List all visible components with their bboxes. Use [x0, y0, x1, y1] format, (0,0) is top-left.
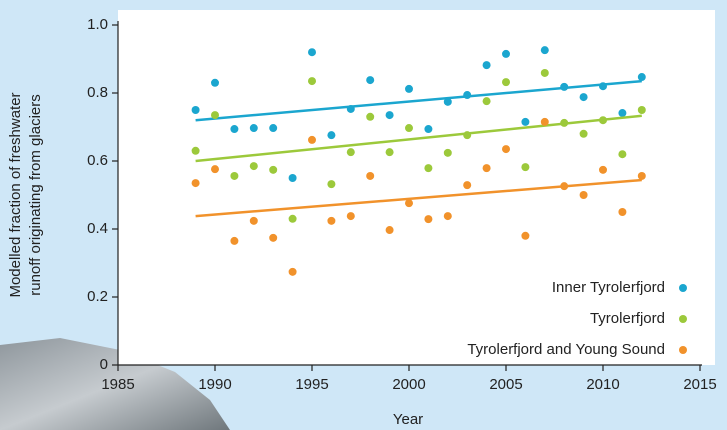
legend-marker: [679, 315, 687, 323]
data-point: [346, 104, 355, 113]
data-point: [579, 129, 588, 138]
data-point: [385, 148, 394, 157]
data-point: [599, 116, 607, 125]
data-point: [288, 214, 297, 223]
legend-label: Inner Tyrolerfjord: [552, 279, 665, 296]
data-point: [405, 199, 413, 208]
data-point: [308, 135, 316, 144]
data-point: [579, 93, 588, 102]
x-tick-label: 2005: [489, 376, 522, 393]
data-point: [618, 150, 627, 159]
data-point: [424, 125, 433, 134]
x-tick-label: 2000: [392, 376, 425, 393]
data-point: [249, 162, 258, 171]
data-point: [230, 171, 239, 180]
data-point: [482, 61, 491, 70]
data-point: [618, 208, 627, 216]
data-point: [540, 46, 549, 55]
data-point: [308, 77, 316, 86]
data-point: [637, 171, 646, 180]
data-point: [327, 180, 336, 189]
data-point: [540, 117, 549, 126]
data-point: [288, 174, 297, 182]
data-point: [463, 131, 472, 140]
data-point: [288, 267, 297, 276]
x-tick-label: 2015: [683, 376, 716, 393]
data-point: [540, 68, 549, 77]
data-point: [211, 165, 219, 174]
data-point: [443, 148, 452, 157]
data-point: [191, 146, 200, 155]
data-point: [521, 231, 530, 240]
data-point: [463, 181, 472, 190]
y-tick-label: 0.8: [87, 84, 108, 101]
background-image: [0, 338, 230, 430]
data-point: [560, 82, 569, 91]
data-point: [230, 125, 239, 134]
x-tick-label: 1995: [295, 376, 328, 393]
data-point: [599, 82, 607, 91]
data-point: [618, 109, 627, 118]
x-tick-label: 1985: [101, 376, 134, 393]
data-point: [463, 91, 472, 100]
data-point: [637, 106, 646, 114]
data-point: [211, 111, 219, 120]
data-point: [405, 84, 413, 93]
y-axis-label: runoff originating from glaciers: [27, 94, 44, 296]
data-point: [249, 124, 258, 133]
data-point: [443, 212, 452, 221]
data-point: [599, 165, 607, 174]
data-point: [249, 216, 258, 225]
data-point: [424, 164, 433, 173]
data-point: [637, 73, 646, 82]
y-tick-label: 1.0: [87, 16, 108, 33]
data-point: [269, 124, 278, 133]
data-point: [211, 78, 219, 87]
data-point: [521, 117, 530, 126]
data-point: [482, 97, 491, 106]
data-point: [560, 118, 569, 127]
data-point: [308, 48, 316, 57]
data-point: [346, 212, 355, 221]
data-point: [327, 131, 336, 140]
data-point: [482, 164, 491, 173]
x-tick-label: 1990: [198, 376, 231, 393]
legend-label: Tyrolerfjord: [590, 310, 665, 327]
data-point: [385, 111, 394, 120]
data-point: [191, 106, 200, 114]
data-point: [579, 191, 588, 199]
data-point: [385, 226, 394, 235]
x-tick-label: 2010: [586, 376, 619, 393]
data-point: [230, 236, 239, 245]
y-tick-label: 0.2: [87, 288, 108, 305]
data-point: [366, 112, 375, 121]
y-axis-label: Modelled fraction of freshwater: [7, 92, 24, 297]
y-tick-label: 0.6: [87, 152, 108, 169]
data-point: [269, 165, 278, 174]
data-point: [502, 145, 510, 154]
data-point: [405, 124, 413, 133]
x-axis-label: Year: [393, 411, 423, 428]
plot-area: [118, 10, 715, 365]
data-point: [443, 97, 452, 106]
data-point: [366, 171, 375, 180]
y-tick-label: 0: [100, 356, 108, 373]
data-point: [560, 182, 569, 191]
data-point: [502, 49, 510, 58]
data-point: [346, 148, 355, 157]
data-point: [327, 216, 336, 225]
data-point: [366, 76, 375, 85]
legend-marker: [679, 346, 687, 354]
data-point: [191, 179, 200, 188]
legend-marker: [679, 284, 687, 292]
data-point: [424, 215, 433, 224]
data-point: [521, 163, 530, 172]
data-point: [502, 78, 510, 87]
data-point: [269, 233, 278, 242]
legend-label: Tyrolerfjord and Young Sound: [467, 341, 665, 358]
y-tick-label: 0.4: [87, 220, 108, 237]
